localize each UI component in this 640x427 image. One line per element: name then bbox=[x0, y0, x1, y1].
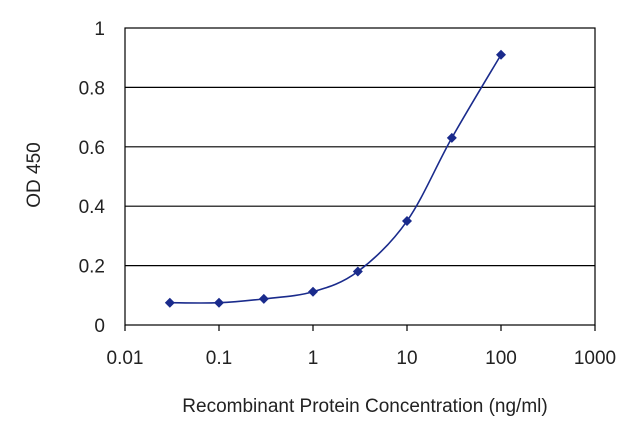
x-tick-label: 1000 bbox=[574, 348, 616, 369]
x-tick-label: 10 bbox=[396, 348, 417, 369]
data-point bbox=[446, 132, 457, 143]
x-axis-tick-labels: 0.01 0.1 1 10 100 1000 bbox=[107, 348, 617, 369]
y-tick-label: 0.4 bbox=[79, 197, 106, 218]
y-tick-label: 0.2 bbox=[79, 257, 105, 278]
plot-frame bbox=[124, 27, 596, 326]
x-axis-ticks bbox=[124, 325, 596, 331]
data-point bbox=[164, 297, 175, 308]
x-tick-label: 0.1 bbox=[206, 348, 232, 369]
data-point bbox=[214, 297, 224, 308]
y-axis-title: OD 450 bbox=[24, 142, 45, 207]
y-tick-label: 1 bbox=[94, 19, 105, 40]
data-point bbox=[402, 216, 412, 227]
x-axis-title: Recombinant Protein Concentration (ng/ml… bbox=[182, 396, 547, 417]
x-tick-label: 1 bbox=[308, 348, 319, 369]
y-tick-label: 0.8 bbox=[79, 78, 105, 99]
y-tick-label: 0 bbox=[94, 316, 105, 337]
data-points bbox=[164, 49, 506, 308]
data-point bbox=[496, 49, 506, 60]
data-point bbox=[308, 286, 318, 297]
grid-lines bbox=[125, 86, 595, 267]
y-axis-tick-labels: 0 0.2 0.4 0.6 0.8 1 bbox=[79, 19, 106, 337]
x-tick-label: 100 bbox=[485, 348, 517, 369]
data-point bbox=[258, 293, 269, 304]
x-tick-label: 0.01 bbox=[107, 348, 144, 369]
y-tick-label: 0.6 bbox=[79, 138, 105, 159]
data-point bbox=[352, 266, 363, 277]
